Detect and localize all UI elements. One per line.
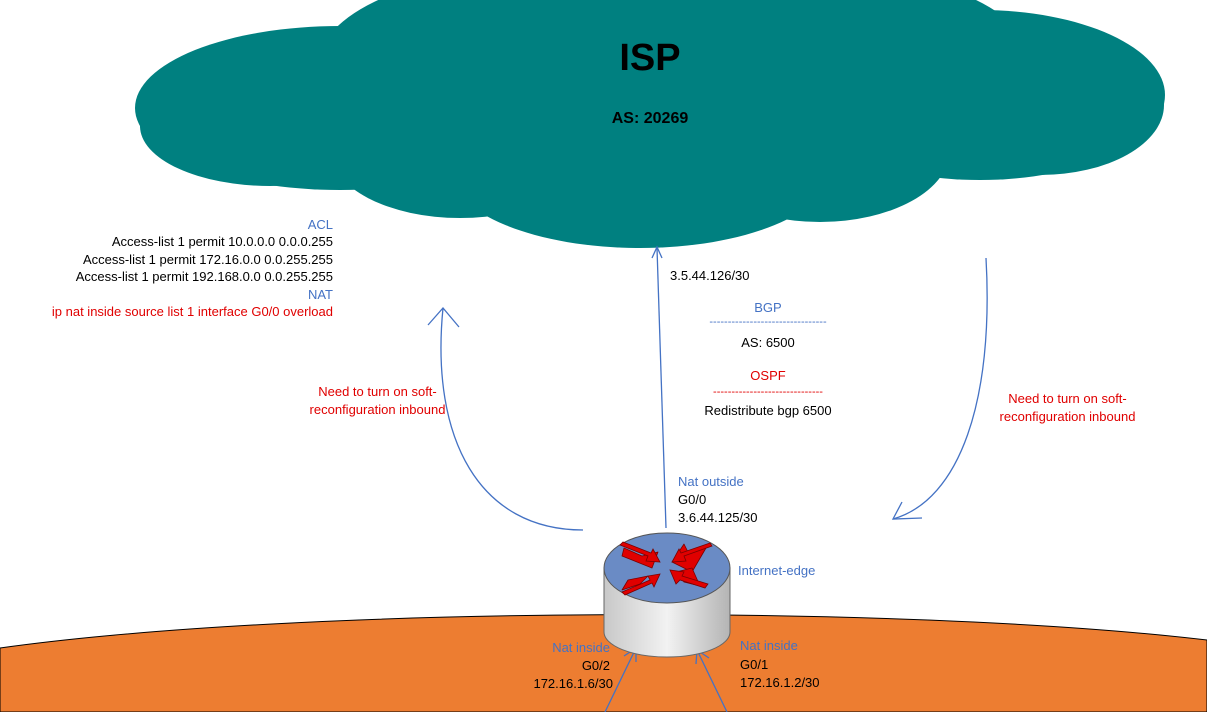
nat-command: ip nat inside source list 1 interface G0…	[51, 304, 333, 319]
right-note-line-1: Need to turn on soft-	[1008, 391, 1127, 406]
acl-heading: ACL	[307, 217, 333, 232]
g0-1-role: Nat inside	[740, 638, 798, 653]
bgp-heading: BGP	[754, 300, 782, 315]
g0-1-ip: 172.16.1.2/30	[740, 675, 820, 690]
g0-2-ip: 172.16.1.6/30	[533, 676, 613, 691]
router-name: Internet-edge	[738, 563, 816, 578]
acl-line-1: Access-list 1 permit 10.0.0.0 0.0.0.255	[111, 234, 333, 249]
bgp-as: AS: 6500	[741, 335, 795, 350]
acl-line-2: Access-list 1 permit 172.16.0.0 0.0.255.…	[82, 252, 333, 267]
g0-0-role: Nat outside	[678, 474, 744, 489]
uplink-line	[651, 245, 667, 529]
isp-title: ISP	[619, 37, 681, 79]
router-icon	[603, 532, 731, 658]
isp-cloud	[135, 0, 1165, 248]
left-note-line-2: reconfiguration inbound	[309, 402, 446, 417]
bgp-separator: --------------------------------	[709, 316, 827, 328]
ospf-redistribute: Redistribute bgp 6500	[704, 403, 832, 418]
g0-2-role: Nat inside	[552, 640, 610, 655]
g0-2-iface: G0/2	[581, 658, 610, 673]
g0-0-iface: G0/0	[678, 492, 707, 507]
g0-0-ip: 3.6.44.125/30	[678, 510, 758, 525]
acl-line-3: Access-list 1 permit 192.168.0.0 0.0.255…	[75, 269, 333, 284]
left-note-line-1: Need to turn on soft-	[318, 384, 437, 399]
left-curved-arrow	[427, 307, 584, 531]
right-curved-arrow	[891, 257, 988, 520]
ospf-separator: ------------------------------	[713, 386, 823, 398]
nat-heading: NAT	[307, 287, 333, 302]
isp-uplink-ip: 3.5.44.126/30	[670, 268, 750, 283]
right-note-line-2: reconfiguration inbound	[999, 409, 1136, 424]
isp-as-label: AS: 20269	[611, 110, 689, 127]
g0-1-iface: G0/1	[740, 657, 769, 672]
ospf-heading: OSPF	[750, 368, 786, 383]
